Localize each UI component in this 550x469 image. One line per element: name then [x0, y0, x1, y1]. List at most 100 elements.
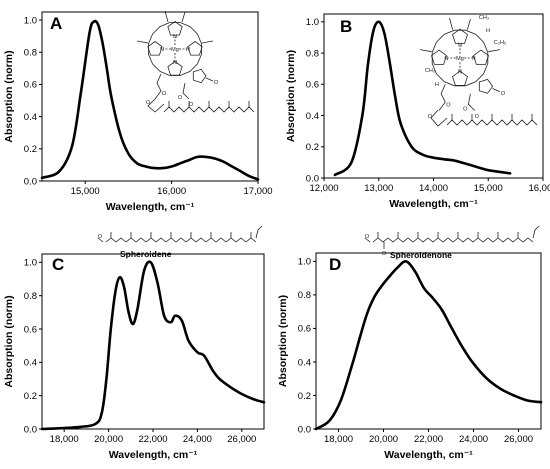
y-tick-label: 0.8 — [24, 291, 37, 302]
atom-label: N — [458, 42, 462, 48]
atom-label: N — [472, 56, 476, 62]
y-tick-label: 0.2 — [24, 391, 37, 402]
atom-label: O — [463, 107, 468, 113]
panel-letter: D — [329, 255, 341, 274]
y-tick-label: 1.0 — [24, 15, 37, 26]
plot-frame — [323, 13, 544, 179]
y-axis-label: Absorption (norm) — [3, 295, 15, 387]
y-tick-label: 0.0 — [298, 424, 311, 435]
absorption-curve — [333, 20, 512, 177]
atom-label: O — [189, 102, 194, 108]
structure-spheroidene: O Spheroidene — [97, 225, 263, 259]
atom-label: N — [173, 34, 177, 40]
x-tick-label: 22,000 — [138, 434, 167, 445]
y-tick-label: 0.4 — [24, 112, 37, 123]
y-tick-label: 0.6 — [24, 80, 37, 91]
panel-a: 0.0 0.2 0.4 0.6 0.8 1.0 15,000 16,000 17,000 Wave… — [3, 11, 273, 213]
atom-label: H — [486, 28, 490, 34]
atom-label: O — [365, 234, 370, 240]
structure-spheroidenone: OO Spheroidenone — [364, 225, 540, 260]
y-tick-label: 0.4 — [306, 111, 319, 122]
x-tick-label: 18,000 — [50, 434, 79, 445]
x-tick-label: 26,000 — [504, 434, 533, 445]
structure-bacteriochlorophyll: Mg N N N N O O O O H C₂H₅ H CH₃ CH₃ O — [420, 15, 538, 127]
atom-label: N — [173, 60, 177, 66]
x-tick-label: 14,000 — [419, 183, 448, 194]
absorption-curve — [40, 260, 266, 431]
y-tick-label: 0.0 — [24, 424, 37, 435]
y-tick-label: 0.0 — [24, 176, 37, 187]
atom-label: N — [160, 47, 164, 53]
y-tick-label: 0.8 — [298, 290, 311, 301]
atom-label: Mg — [456, 56, 464, 62]
y-tick-label: 0.6 — [306, 80, 319, 91]
panel-letter: C — [52, 255, 64, 274]
y-tick-label: 0.2 — [24, 144, 37, 155]
x-tick-label: 22,000 — [414, 434, 443, 445]
atom-label: O — [446, 102, 451, 108]
y-tick-label: 1.0 — [24, 258, 37, 269]
x-tick-label: 26,000 — [227, 434, 256, 445]
y-tick-label: 0.2 — [298, 391, 311, 402]
atom-label: N — [186, 47, 190, 53]
atom-label: N — [458, 70, 462, 76]
panel-letter: A — [50, 14, 62, 33]
x-tick-label: 15,000 — [474, 183, 503, 194]
y-tick-label: 0.4 — [298, 357, 311, 368]
x-axis-label: Wavelength, cm⁻¹ — [389, 198, 478, 210]
y-tick-label: 0.2 — [306, 142, 319, 153]
panel-b: 0.0 0.2 0.4 0.6 0.8 1.0 12,000 13,000 14,000 15,0… — [285, 13, 550, 210]
atom-label: O — [178, 95, 183, 101]
x-tick-label: 24,000 — [183, 434, 212, 445]
x-tick-label: 13,000 — [364, 183, 393, 194]
y-axis-label: Absorption (norm) — [285, 50, 297, 142]
x-axis-label: Wavelength, cm⁻¹ — [106, 201, 195, 213]
x-tick-label: 20,000 — [94, 434, 123, 445]
molecule-name: Spheroidene — [120, 249, 172, 259]
y-tick-label: 0.8 — [24, 48, 37, 59]
x-axis-label: Wavelength, cm⁻¹ — [109, 449, 198, 461]
atom-label: O — [428, 114, 433, 120]
absorption-curve — [314, 260, 543, 431]
x-tick-label: 18,000 — [324, 434, 353, 445]
plot-frame — [315, 252, 542, 430]
panel-letter: B — [340, 17, 352, 36]
y-tick-label: 0.0 — [306, 173, 319, 184]
atom-label: H — [435, 82, 439, 88]
absorption-curve — [40, 19, 260, 181]
atom-label: CH₃ — [425, 68, 435, 74]
atom-label: O — [98, 234, 103, 240]
y-axis-label: Absorption (norm) — [3, 50, 15, 142]
y-tick-label: 0.4 — [24, 358, 37, 369]
x-tick-label: 17,000 — [243, 186, 272, 197]
atom-label: O — [382, 251, 387, 257]
y-tick-label: 1.0 — [298, 257, 311, 268]
atom-label: O — [475, 114, 480, 120]
atom-label: O — [214, 80, 219, 86]
panel-c: 0.0 0.2 0.4 0.6 0.8 1.0 18,000 20,000 22,000 24,0… — [3, 253, 266, 461]
x-axis-label: Wavelength, cm⁻¹ — [384, 449, 473, 461]
y-tick-label: 1.0 — [306, 17, 319, 28]
y-tick-label: 0.6 — [298, 324, 311, 335]
y-tick-label: 0.6 — [24, 324, 37, 335]
plot-frame — [41, 11, 259, 182]
atom-label: O — [146, 100, 151, 106]
atom-label: N — [444, 56, 448, 62]
molecule-name: Spheroidenone — [390, 250, 452, 260]
x-tick-label: 20,000 — [369, 434, 398, 445]
x-tick-label: 16,000 — [528, 183, 550, 194]
atom-label: Mg — [171, 47, 179, 53]
y-axis-label: Absorption (norm) — [277, 295, 289, 387]
atom-label: CH₃ — [479, 15, 489, 21]
x-tick-label: 15,000 — [71, 186, 100, 197]
y-tick-label: 0.8 — [306, 48, 319, 59]
x-tick-label: 12,000 — [309, 183, 338, 194]
x-tick-label: 24,000 — [459, 434, 488, 445]
x-tick-label: 16,000 — [157, 186, 186, 197]
plot-frame — [41, 253, 265, 430]
atom-label: C₂H₅ — [494, 40, 506, 46]
atom-label: O — [501, 91, 506, 97]
atom-label: O — [162, 91, 167, 97]
